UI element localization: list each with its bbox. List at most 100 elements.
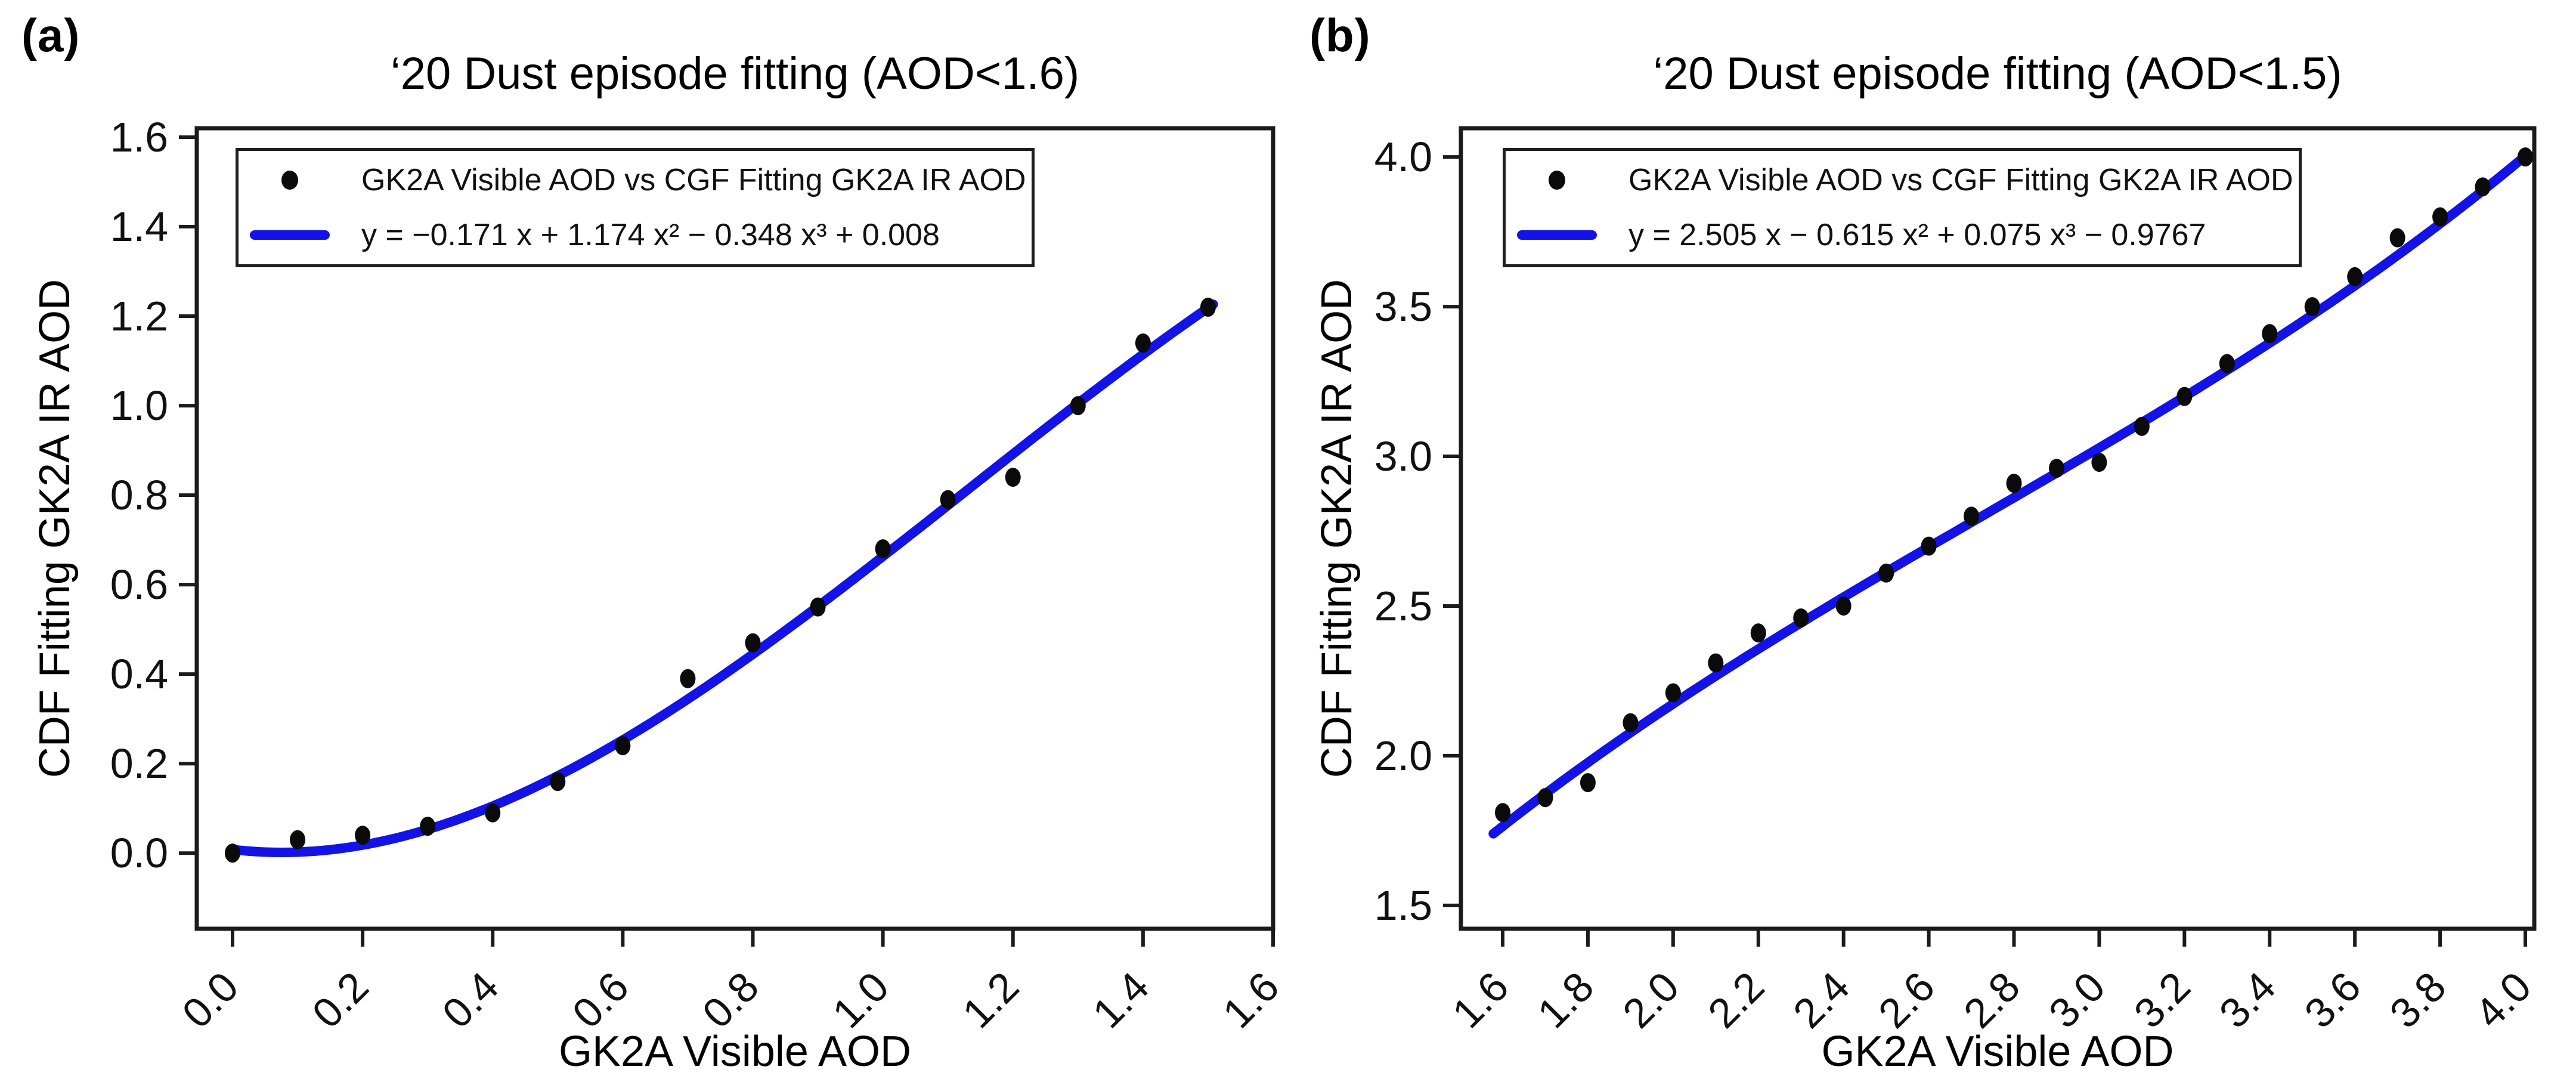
data-point (1878, 563, 1894, 583)
y-tick-label: 2.0 (1374, 733, 1432, 779)
legend-row-scatter: GK2A Visible AOD vs CGF Fitting GK2A IR … (1506, 162, 2299, 199)
data-point (2048, 459, 2064, 478)
data-point (2475, 177, 2491, 197)
data-point (1005, 468, 1021, 487)
data-point (1708, 653, 1724, 673)
data-point (1964, 506, 1980, 526)
x-tick-label: 0.2 (304, 963, 377, 1037)
data-point (1135, 333, 1151, 353)
data-point (2219, 354, 2235, 373)
x-tick-label: 3.6 (2296, 963, 2370, 1037)
data-point (2006, 474, 2022, 493)
x-tick-label: 0.8 (693, 963, 767, 1037)
panel-a: (a) ‘20 Dust episode fitting (AOD<1.6) C… (21, 9, 1288, 1075)
data-point (2389, 228, 2405, 248)
panel-b-x-axis-label: GK2A Visible AOD (1821, 1028, 2174, 1075)
y-tick-label: 3.5 (1374, 283, 1432, 330)
data-point (1750, 623, 1766, 643)
x-tick-label: 1.6 (1444, 963, 1518, 1037)
x-tick-label: 1.4 (1084, 963, 1158, 1037)
y-tick-label: 1.2 (110, 293, 168, 339)
x-tick-label: 3.8 (2381, 963, 2455, 1037)
x-tick-label: 2.0 (1614, 963, 1688, 1037)
legend-marker-cell (1506, 230, 1608, 240)
y-tick-label: 1.6 (110, 114, 168, 160)
legend-row-fit: y = 2.505 x − 0.615 x² + 0.075 x³ − 0.97… (1506, 217, 2299, 254)
x-tick-label: 0.0 (174, 963, 247, 1037)
panel-a-legend: GK2A Visible AOD vs CGF Fitting GK2A IR … (236, 148, 1035, 267)
scatter-marker-icon (1549, 171, 1565, 190)
panel-b-label: (b) (1309, 9, 1371, 61)
data-point (420, 817, 436, 836)
data-point (1665, 683, 1681, 703)
x-tick-label: 3.2 (2125, 963, 2199, 1037)
x-tick-label: 1.2 (953, 963, 1027, 1037)
data-point (1921, 536, 1937, 556)
x-tick-label: 1.8 (1529, 963, 1603, 1037)
data-point (2091, 453, 2107, 472)
panel-b-legend-scatter-label: GK2A Visible AOD vs CGF Fitting GK2A IR … (1628, 163, 2293, 197)
legend-row-fit: y = −0.171 x + 1.174 x² − 0.348 x³ + 0.0… (239, 217, 1032, 254)
fit-line-icon (1517, 230, 1597, 240)
data-point (550, 772, 566, 792)
legend-marker-cell (239, 230, 341, 240)
x-tick-label: 2.2 (1699, 963, 1773, 1037)
x-tick-label: 2.6 (1869, 963, 1943, 1037)
legend-marker-cell (239, 171, 341, 190)
plot-svg: 0.0 0.2 0.4 0.6 0.8 1.0 1.2 1.4 1.6 0.0 0.2 0.4 0.6 0… (110, 114, 1288, 1037)
y-tick-label: 0.6 (110, 561, 168, 608)
data-point (1495, 803, 1511, 823)
x-tick-label: 1.0 (823, 963, 897, 1037)
data-point (2432, 207, 2448, 227)
y-tick-label: 4.0 (1374, 134, 1432, 180)
data-point (810, 597, 826, 617)
data-point (875, 539, 891, 559)
y-tick-label: 0.4 (110, 651, 168, 697)
x-tick-label: 1.6 (1214, 963, 1288, 1037)
data-point (1623, 713, 1639, 733)
plot-svg: 1.6 1.8 2.0 2.2 2.4 2.6 2.8 3.0 3.2 3.4 3.6 3.8 4.01… (1374, 126, 2540, 1037)
panel-b-legend: GK2A Visible AOD vs CGF Fitting GK2A IR … (1503, 148, 2302, 267)
data-point (1537, 788, 1553, 808)
legend-marker-cell (1506, 171, 1608, 190)
data-point (290, 830, 306, 849)
data-point (1070, 396, 1086, 416)
y-tick-label: 0.2 (110, 740, 168, 787)
x-tick-label: 0.4 (434, 963, 507, 1037)
panel-a-legend-scatter-label: GK2A Visible AOD vs CGF Fitting GK2A IR … (361, 163, 1026, 197)
data-point (2304, 297, 2320, 317)
scatter-marker-icon (281, 171, 298, 190)
data-point (1200, 298, 1216, 317)
data-point (940, 490, 956, 509)
panel-b: (b) ‘20 Dust episode fitting (AOD<1.5) C… (1288, 0, 2576, 1091)
x-tick-label: 2.4 (1784, 963, 1858, 1037)
y-tick-label: 2.5 (1374, 583, 1432, 629)
panel-b-title: ‘20 Dust episode fitting (AOD<1.5) (1653, 48, 2342, 99)
data-point (355, 826, 371, 845)
data-point (680, 669, 696, 688)
y-tick-label: 0.0 (110, 830, 168, 876)
data-point (1793, 608, 1809, 628)
data-point (2176, 387, 2193, 406)
x-tick-label: 3.4 (2210, 963, 2284, 1037)
fit-line-icon (250, 230, 330, 240)
x-tick-label: 2.8 (1955, 963, 2029, 1037)
y-tick-label: 1.4 (110, 203, 168, 250)
panel-b-legend-fit-label: y = 2.505 x − 0.615 x² + 0.075 x³ − 0.97… (1628, 218, 2206, 252)
x-tick-label: 4.0 (2466, 963, 2540, 1037)
y-tick-label: 0.8 (110, 472, 168, 518)
plot-box (194, 126, 1275, 931)
y-tick-label: 1.5 (1374, 882, 1432, 929)
data-point (1580, 773, 1596, 793)
x-tick-label: 0.6 (564, 963, 637, 1037)
data-point (2347, 267, 2363, 286)
y-tick-label: 3.0 (1374, 433, 1432, 480)
legend-row-scatter: GK2A Visible AOD vs CGF Fitting GK2A IR … (239, 162, 1032, 199)
panel-a-x-axis-label: GK2A Visible AOD (559, 1028, 911, 1075)
panel-a-title: ‘20 Dust episode fitting (AOD<1.6) (390, 48, 1080, 99)
data-point (745, 633, 761, 653)
y-tick-label: 1.0 (110, 382, 168, 429)
plot-box (1459, 126, 2537, 931)
x-tick-label: 3.0 (2040, 963, 2114, 1037)
